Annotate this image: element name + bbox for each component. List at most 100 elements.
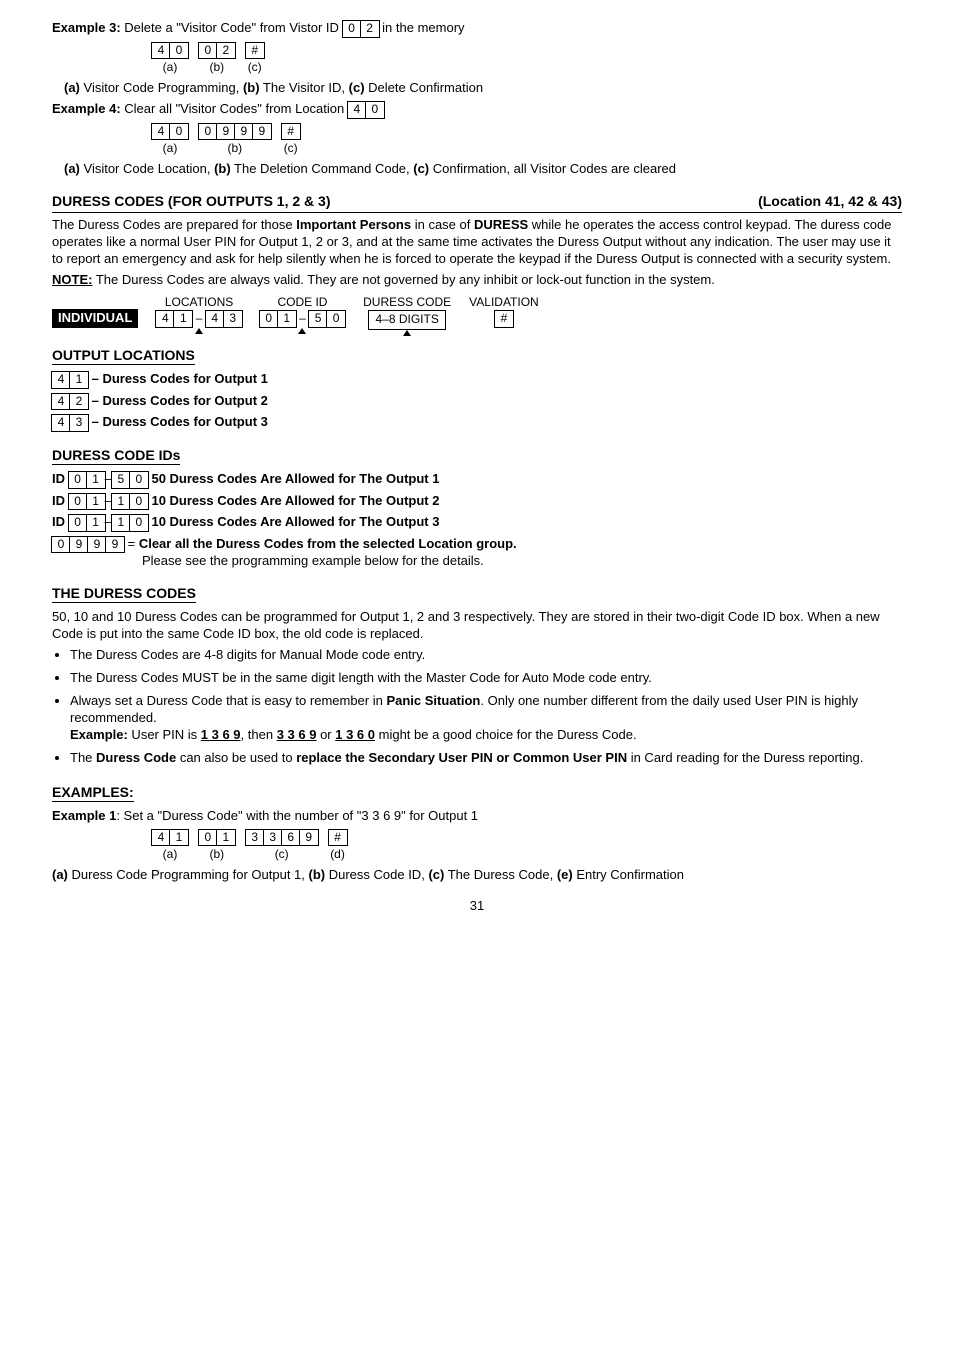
key: 2 [69,393,89,411]
key: 9 [105,536,125,554]
t: might be a good choice for the Duress Co… [375,727,637,742]
t: ID [52,471,69,486]
t: – Duress Codes for Output 2 [88,393,268,408]
key: 0 [365,101,385,119]
list-item: The Duress Codes are 4-8 digits for Manu… [70,647,902,664]
key: 4 [155,310,175,328]
key: 0 [169,123,189,141]
clear-line: 0999 = Clear all the Duress Codes from t… [52,536,902,570]
key: 0 [129,493,149,511]
key: 1 [169,829,189,847]
t: ID [52,493,69,508]
t: 3 3 6 9 [277,727,317,742]
key: 1 [173,310,193,328]
key: 1 [86,514,106,532]
t: Important Persons [296,217,411,232]
key: 1 [69,371,89,389]
key: 1 [86,493,106,511]
key: 0 [68,514,88,532]
lbl: (a) [163,847,178,861]
key: 3 [245,829,265,847]
key: 3 [223,310,243,328]
t: (a) [64,161,80,176]
ex4-c: # (c) [282,123,300,157]
t: in case of [411,217,474,232]
key: 4 [51,371,71,389]
key: 0 [326,310,346,328]
key: 0 [129,471,149,489]
ex3-id-keys: 02 [343,20,379,38]
key: 1 [86,471,106,489]
note-text: The Duress Codes are always valid. They … [92,272,714,287]
t: 1 3 6 9 [201,727,241,742]
key: 5 [111,471,131,489]
lbl: (b) [210,847,225,861]
ex1-d: # (d) [329,829,347,863]
key: 0 [342,20,362,38]
t: 50 Duress Codes Are Allowed for The Outp… [148,471,440,486]
t: DURESS [474,217,528,232]
key: 1 [111,514,131,532]
ex1-a: 41 (a) [152,829,188,863]
t: 10 Duress Codes Are Allowed for The Outp… [148,493,440,508]
dash: – [299,311,306,325]
ex3-keyrow: 40 (a) 02 (b) # (c) [52,42,902,76]
key: 3 [69,414,89,432]
t: The Visitor ID, [260,80,349,95]
key: 2 [216,42,236,60]
note-line: NOTE: The Duress Codes are always valid.… [52,272,902,289]
key: 9 [299,829,319,847]
t: , then [241,727,277,742]
t: – Duress Codes for Output 3 [88,414,268,429]
t: (c) [413,161,429,176]
bullet-list: The Duress Codes are 4-8 digits for Manu… [52,647,902,766]
hdr-validation: VALIDATION [469,295,539,311]
list-item: The Duress Codes MUST be in the same dig… [70,670,902,687]
t: User PIN is [128,727,201,742]
section-heading: DURESS CODES (FOR OUTPUTS 1, 2 & 3) (Loc… [52,192,902,213]
key: 1 [216,829,236,847]
t: Duress Code ID, [325,867,428,882]
key: 6 [281,829,301,847]
ex4-keyrow: 40 (a) 0999 (b) # (c) [52,123,902,157]
key: 4 [151,123,171,141]
key: 9 [234,123,254,141]
key: # [245,42,265,60]
t: = [124,536,139,551]
t: Example: [70,727,128,742]
key: 0 [129,514,149,532]
example1-title: Example 1: Set a "Duress Code" with the … [52,808,902,825]
ex3-legend: (a) Visitor Code Programming, (b) The Vi… [52,80,902,97]
ex1-b: 01 (b) [199,829,235,863]
ex1-keyrow: 41 (a) 01 (b) 3369 (c) # (d) [52,829,902,863]
t: ID [52,514,69,529]
key: 0 [259,310,279,328]
t: (c) [428,867,444,882]
lbl: (a) [163,141,178,155]
t: (b) [309,867,326,882]
t: The Deletion Command Code, [231,161,414,176]
t: (a) [52,867,68,882]
example3-title: Example 3: Delete a "Visitor Code" from … [52,20,902,38]
hdr-duress: DURESS CODE [363,295,451,311]
example4-title: Example 4: Clear all "Visitor Codes" fro… [52,101,902,119]
output-locations-list: 41 – Duress Codes for Output 1 42 – Dure… [52,371,902,432]
key: 0 [68,471,88,489]
ex4-b: 0999 (b) [199,123,271,157]
t: (b) [214,161,231,176]
ex3-a: 40 (a) [152,42,188,76]
key: # [494,310,514,328]
digits-box: 4–8 DIGITS [368,310,445,330]
key: 9 [252,123,272,141]
list-item: Always set a Duress Code that is easy to… [70,693,902,744]
t: Please see the programming example below… [52,553,484,568]
individual-pill: INDIVIDUAL [52,309,138,328]
key: # [328,829,348,847]
arrow-icon [195,328,203,334]
arrow-icon [403,330,411,336]
t: Entry Confirmation [573,867,684,882]
t: or [316,727,335,742]
key: 0 [169,42,189,60]
note-prefix: NOTE: [52,272,92,287]
key: 1 [111,493,131,511]
